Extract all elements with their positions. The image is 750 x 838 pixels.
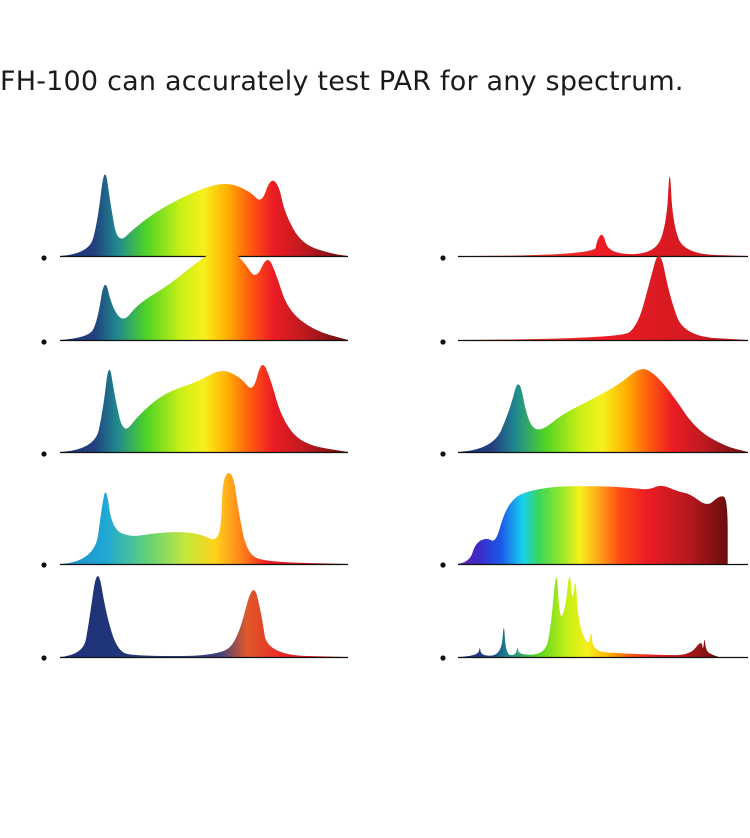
spectrum-4-curve (60, 473, 348, 564)
spectrum-2-curve (60, 248, 348, 340)
spectrum-4-bullet (41, 562, 47, 568)
spectrum-6-bullet (440, 255, 446, 261)
spectrum-5-curve (60, 576, 348, 657)
page-headline: FH-100 can accurately test PAR for any s… (0, 66, 684, 97)
spectrum-6-curve (458, 176, 748, 256)
spectrum-8-bullet (440, 451, 446, 457)
spectrum-2-bullet (41, 339, 47, 345)
spectrum-10 (440, 576, 748, 661)
spectrum-3-bullet (41, 451, 47, 457)
spectrum-2 (41, 248, 348, 345)
spectrum-5 (41, 576, 348, 661)
spectrum-9-curve (458, 485, 728, 564)
spectrum-5-bullet (41, 655, 47, 661)
spectrum-7-bullet (440, 339, 446, 345)
spectrum-9-bullet (440, 562, 446, 568)
spectrum-7 (440, 256, 748, 345)
spectrum-8-curve (458, 369, 748, 452)
spectrum-10-bullet (440, 655, 446, 661)
spectrum-1 (41, 174, 348, 261)
spectrum-6 (440, 176, 748, 261)
spectrum-3-curve (60, 365, 348, 452)
spectrum-1-bullet (41, 255, 47, 261)
spectrum-10-curve (458, 576, 719, 657)
spectrum-3 (41, 365, 348, 457)
spectrum-8 (440, 369, 748, 457)
spectrum-4 (41, 473, 348, 568)
spectrum-1-curve (60, 174, 348, 256)
spectrum-7-curve (458, 256, 748, 340)
spectrum-9 (440, 485, 748, 568)
